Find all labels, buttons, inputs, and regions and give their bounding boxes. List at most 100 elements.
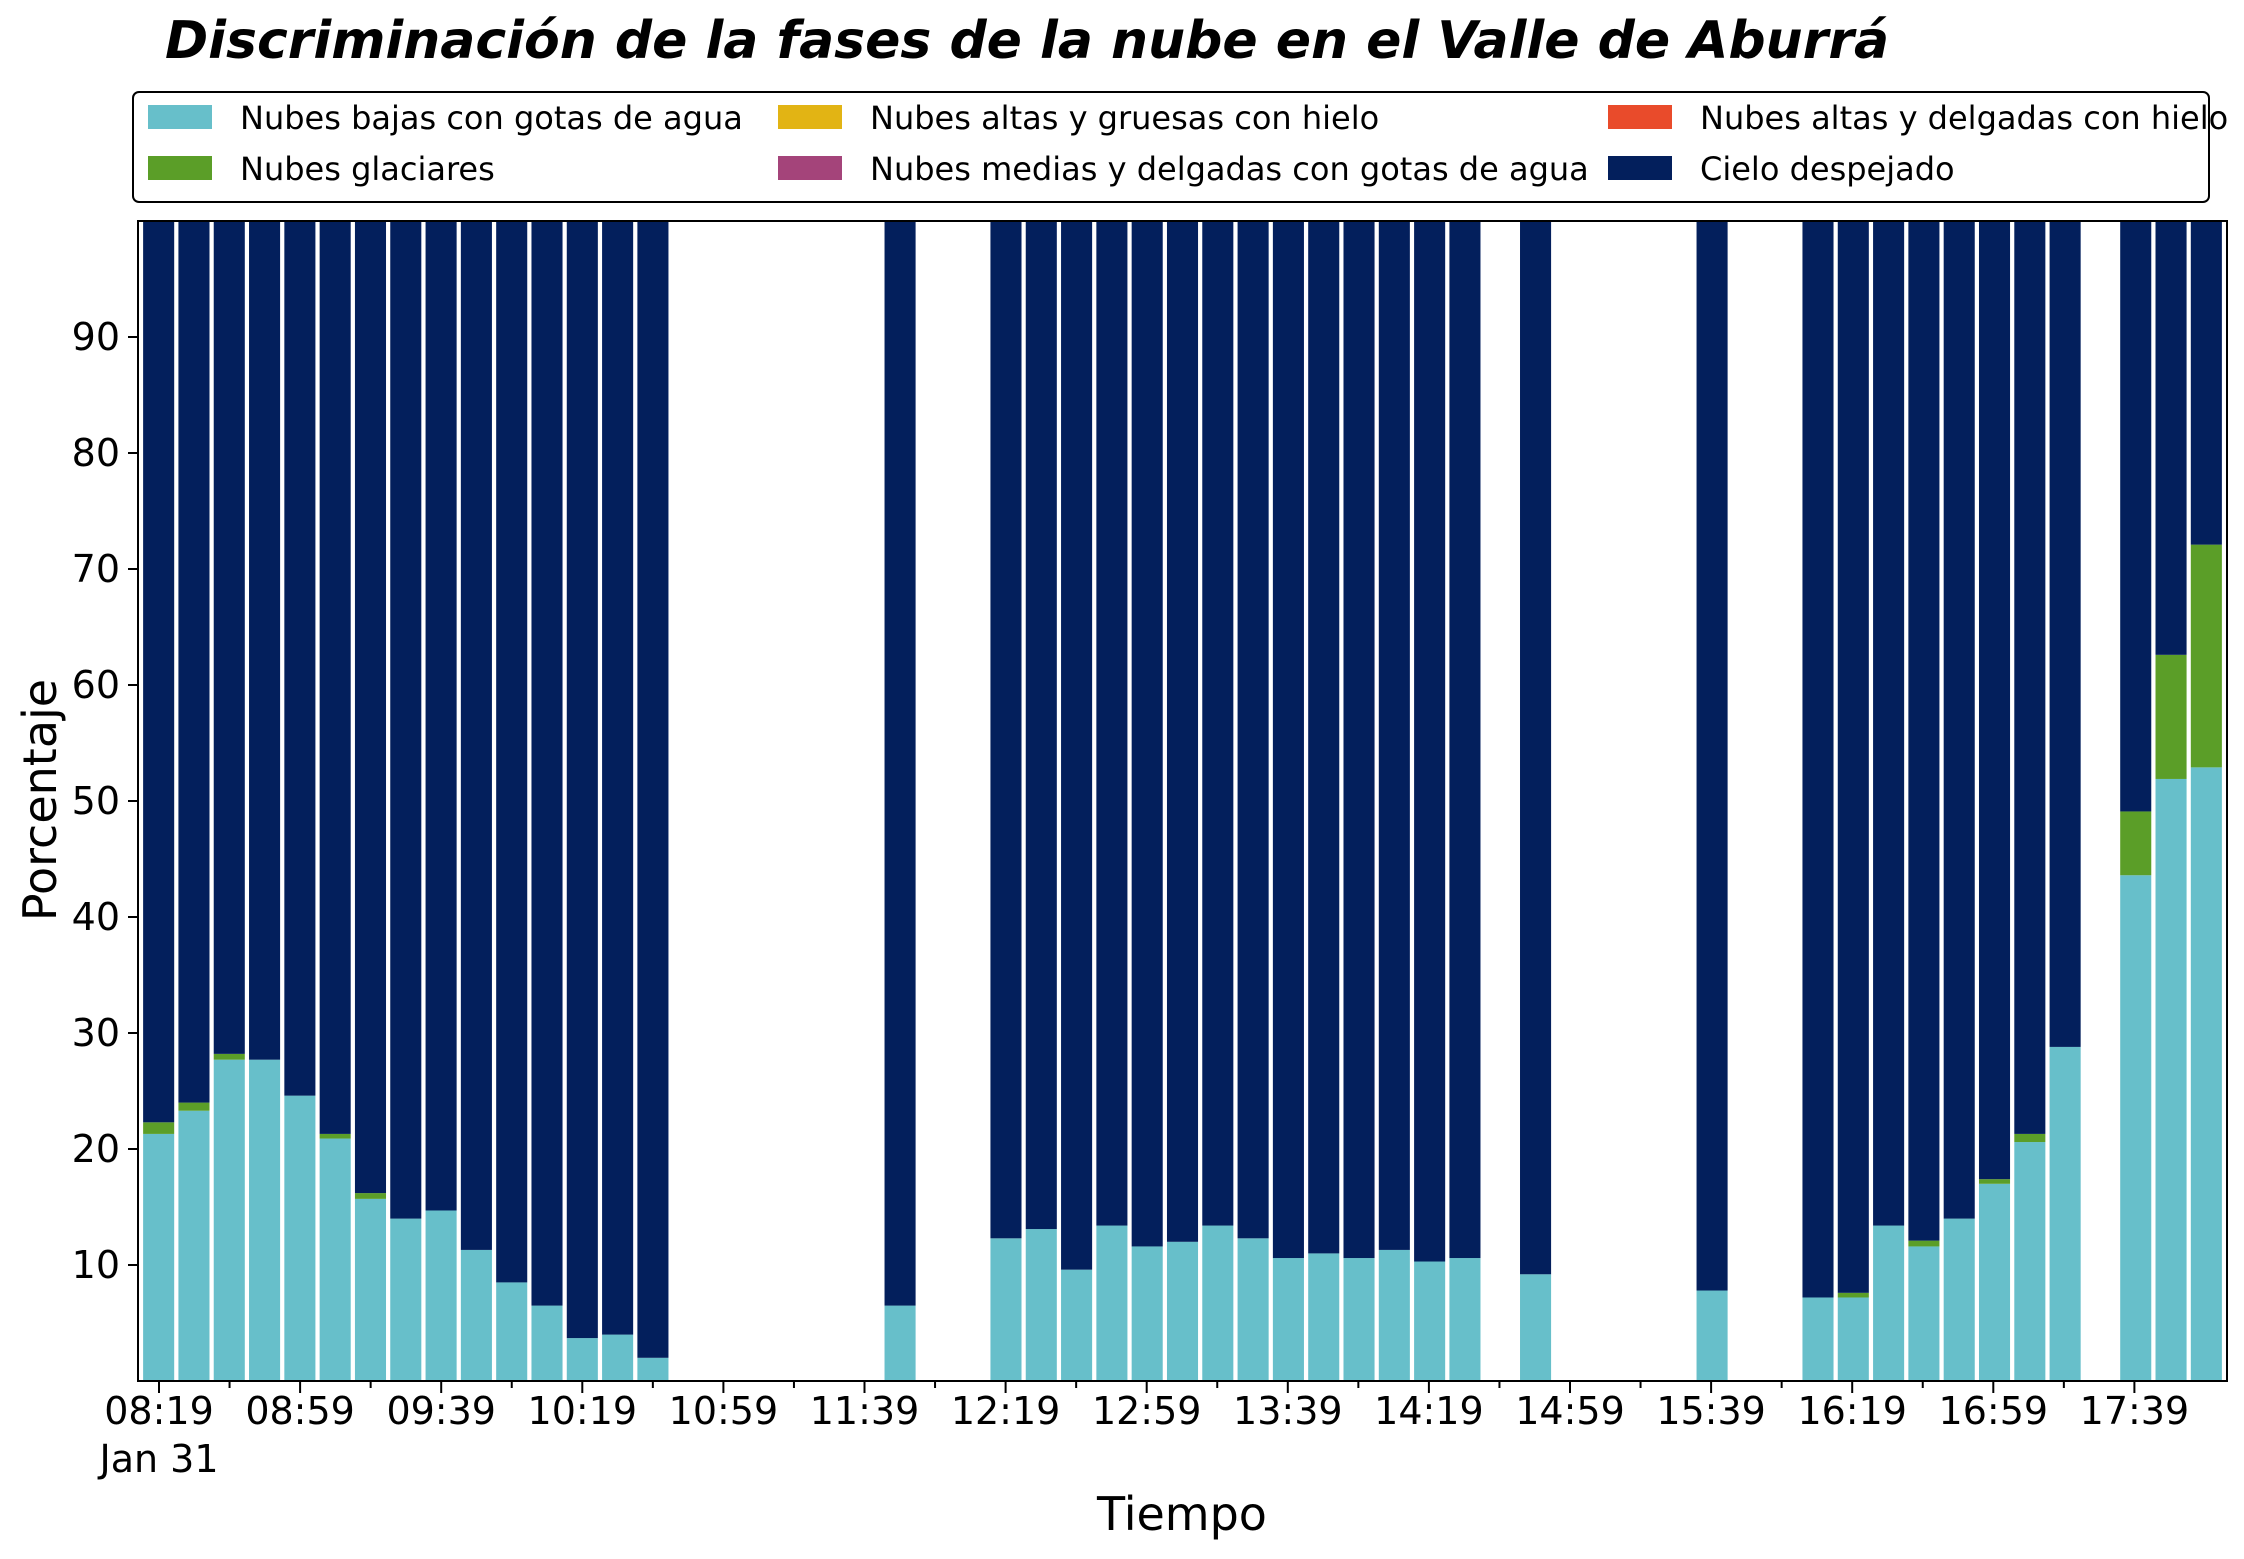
- bar-segment: [1449, 221, 1481, 1259]
- bar-segment: [2014, 1142, 2046, 1381]
- bar-segment: [2155, 221, 2187, 655]
- bar-segment: [2120, 875, 2152, 1381]
- bar-segment: [1802, 1297, 1834, 1381]
- bar-segment: [566, 221, 598, 1339]
- bar-segment: [1308, 221, 1340, 1254]
- x-tick-label: 16:59: [1939, 1389, 2049, 1433]
- bar-segment: [1873, 1225, 1905, 1381]
- bar-segment: [602, 1334, 634, 1381]
- bar-segment: [1378, 221, 1410, 1250]
- bar-segment: [319, 221, 351, 1134]
- legend-label: Cielo despejado: [1700, 150, 1955, 188]
- x-tick-label: 16:19: [1797, 1389, 1907, 1433]
- bar-segment: [354, 1198, 387, 1381]
- bar-segment: [1131, 221, 1163, 1247]
- bars-group: [143, 221, 2222, 1381]
- bar-segment: [1202, 221, 1234, 1226]
- bar-segment: [531, 1305, 563, 1381]
- bar-segment: [884, 1305, 916, 1381]
- legend-swatch: [1608, 105, 1672, 129]
- bar-segment: [1908, 1246, 1940, 1381]
- bar-segment: [178, 221, 210, 1103]
- legend-swatch: [778, 156, 842, 180]
- bar-segment: [1202, 1225, 1234, 1381]
- bar-segment: [1096, 221, 1128, 1226]
- bar-segment: [1908, 1240, 1940, 1247]
- y-tick-label: 90: [72, 315, 120, 359]
- x-tick-label: 10:59: [669, 1389, 779, 1433]
- bar-segment: [2190, 544, 2222, 768]
- x-tick-label: 12:59: [1092, 1389, 1202, 1433]
- bar-segment: [637, 1357, 669, 1381]
- bar-segment: [249, 221, 281, 1060]
- bar-segment: [1061, 1269, 1093, 1381]
- bar-segment: [531, 221, 563, 1306]
- legend-swatch: [778, 105, 842, 129]
- bar-segment: [460, 221, 492, 1250]
- bar-segment: [178, 1110, 210, 1381]
- legend-label: Nubes altas y delgadas con hielo: [1700, 99, 2228, 137]
- y-tick-label: 80: [72, 431, 120, 475]
- x-tick-label: 10:19: [528, 1389, 638, 1433]
- y-tick-label: 20: [72, 1127, 120, 1171]
- x-tick-label: 08:19: [104, 1389, 214, 1433]
- bar-segment: [213, 221, 245, 1054]
- bar-segment: [213, 1059, 245, 1381]
- legend-swatch: [148, 156, 212, 180]
- x-axis-label: Tiempo: [1096, 1487, 1267, 1541]
- bar-segment: [143, 1133, 175, 1381]
- bar-segment: [1802, 221, 1834, 1298]
- bar-segment: [1378, 1249, 1410, 1381]
- bar-segment: [2049, 221, 2081, 1047]
- bar-segment: [1343, 221, 1375, 1259]
- bar-segment: [637, 221, 669, 1358]
- bar-segment: [1449, 1258, 1481, 1381]
- legend-label: Nubes bajas con gotas de agua: [240, 99, 743, 137]
- y-tick-label: 70: [72, 547, 120, 591]
- bar-segment: [1131, 1246, 1163, 1381]
- bar-segment: [1943, 221, 1975, 1219]
- bar-segment: [143, 1122, 175, 1134]
- bar-segment: [496, 221, 528, 1283]
- bar-segment: [354, 1193, 387, 1199]
- y-tick-label: 50: [72, 779, 120, 823]
- bar-segment: [1837, 1292, 1869, 1298]
- bar-segment: [1520, 1274, 1552, 1381]
- bar-segment: [2190, 767, 2222, 1381]
- bar-segment: [1978, 221, 2011, 1180]
- bar-segment: [496, 1282, 528, 1381]
- y-tick-label: 40: [72, 895, 120, 939]
- bar-segment: [1873, 221, 1905, 1226]
- bar-segment: [1520, 221, 1552, 1275]
- bar-segment: [213, 1053, 245, 1060]
- legend-frame: [132, 91, 2210, 203]
- bar-segment: [1696, 221, 1728, 1291]
- bar-segment: [284, 1095, 316, 1381]
- bar-segment: [602, 221, 634, 1335]
- bar-segment: [390, 1218, 422, 1381]
- bar-segment: [178, 1102, 210, 1111]
- bar-segment: [2120, 221, 2152, 812]
- bar-segment: [2014, 1133, 2046, 1143]
- bar-segment: [2190, 221, 2222, 545]
- x-tick-label: 11:39: [810, 1389, 920, 1433]
- legend-label: Nubes altas y gruesas con hielo: [870, 99, 1379, 137]
- chart-title: Discriminación de la fases de la nube en…: [165, 11, 1889, 71]
- bar-segment: [1837, 221, 1869, 1293]
- bar-segment: [1061, 221, 1093, 1270]
- bar-segment: [354, 221, 387, 1194]
- bar-segment: [2049, 1046, 2081, 1381]
- x-tick-date-label: Jan 31: [97, 1437, 218, 1481]
- legend-label: Nubes glaciares: [240, 150, 495, 188]
- bar-segment: [1414, 1261, 1446, 1381]
- y-tick-label: 60: [72, 663, 120, 707]
- x-tick-label: 13:39: [1233, 1389, 1343, 1433]
- y-axis-label: Porcentaje: [13, 679, 67, 921]
- bar-segment: [460, 1249, 492, 1381]
- bar-segment: [1025, 1229, 1057, 1381]
- bar-segment: [1237, 1238, 1269, 1381]
- bar-segment: [249, 1059, 281, 1381]
- x-tick-label: 08:59: [245, 1389, 355, 1433]
- bar-segment: [566, 1338, 598, 1381]
